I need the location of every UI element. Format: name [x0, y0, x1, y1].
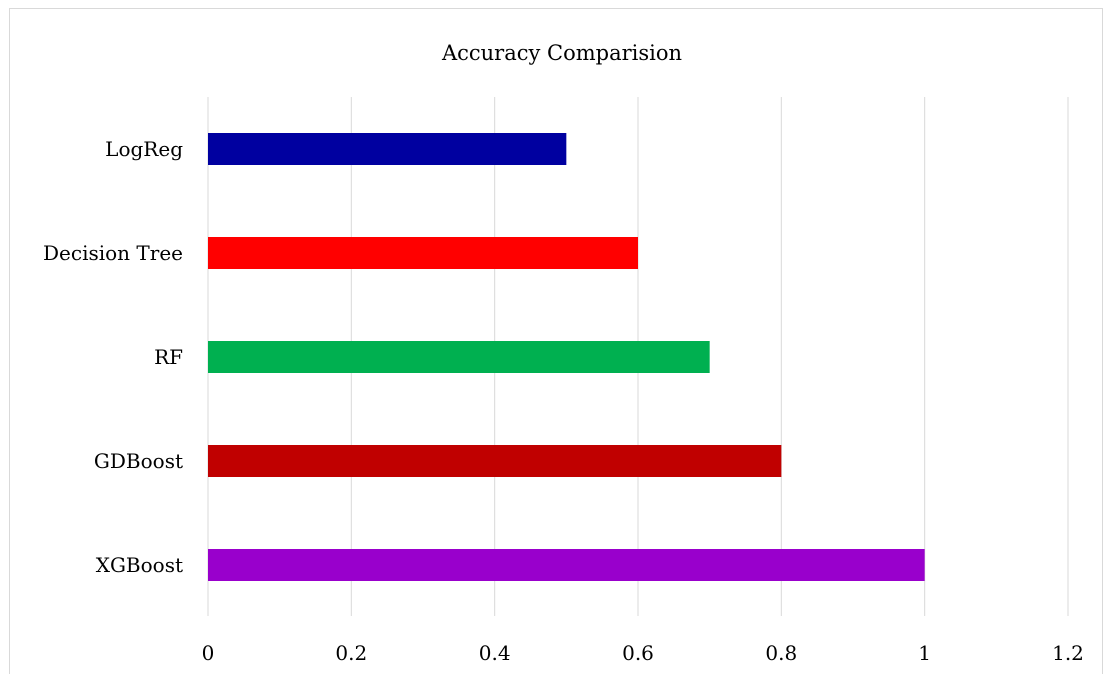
category-label: XGBoost: [96, 553, 183, 577]
bar-decision-tree: [208, 237, 638, 269]
x-tick-label: 0.4: [479, 641, 511, 665]
bar-rf: [208, 341, 710, 373]
category-label: Decision Tree: [43, 241, 183, 265]
chart-title: Accuracy Comparision: [441, 41, 682, 65]
x-tick-label: 0.6: [622, 641, 654, 665]
bar-gdboost: [208, 445, 782, 477]
category-label: RF: [154, 345, 183, 369]
category-label: LogReg: [105, 137, 183, 161]
bar-xgboost: [208, 549, 925, 581]
x-tick-label: 0.2: [335, 641, 367, 665]
bar-logreg: [208, 133, 567, 165]
x-tick-label: 1.2: [1052, 641, 1084, 665]
x-tick-label: 1: [918, 641, 931, 665]
x-tick-label: 0.8: [765, 641, 797, 665]
bars: [208, 133, 925, 581]
category-labels: LogReg Decision Tree RF GDBoost XGBoost: [43, 137, 183, 577]
x-tick-labels: 0 0.2 0.4 0.6 0.8 1 1.2: [202, 641, 1084, 665]
category-label: GDBoost: [94, 449, 183, 473]
x-tick-label: 0: [202, 641, 215, 665]
